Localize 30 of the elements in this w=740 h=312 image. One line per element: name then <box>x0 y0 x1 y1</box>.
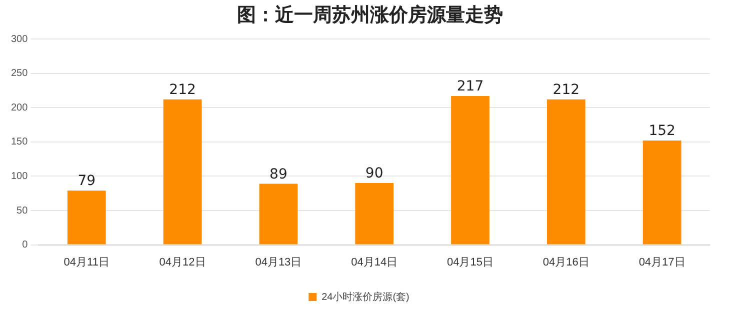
x-tick-label: 04月15日 <box>447 256 494 268</box>
data-label: 212 <box>552 82 580 98</box>
y-tick-label: 200 <box>10 102 28 114</box>
x-tick-label: 04月14日 <box>351 256 398 268</box>
bar <box>642 140 682 244</box>
bar <box>355 183 394 244</box>
y-tick-label: 250 <box>10 68 28 80</box>
y-tick-label: 0 <box>22 240 28 251</box>
data-label: 217 <box>456 78 484 95</box>
bar <box>546 99 586 244</box>
legend-label: 24小时涨价房源(套) <box>322 290 410 303</box>
x-tick-label: 04月11日 <box>64 256 110 268</box>
y-tick-label: 150 <box>10 136 28 148</box>
bar <box>259 184 298 244</box>
data-label: 90 <box>365 166 384 182</box>
x-tick-label: 04月13日 <box>255 256 302 268</box>
bar <box>67 190 106 244</box>
x-tick-label: 04月17日 <box>638 256 686 268</box>
x-tick-label: 04月16日 <box>542 256 590 268</box>
data-label: 79 <box>78 173 96 190</box>
y-tick-label: 300 <box>10 34 28 45</box>
chart-title: 图：近一周苏州涨价房源量走势 <box>236 3 504 28</box>
x-tick-label: 04月12日 <box>159 256 206 268</box>
data-label: 152 <box>648 123 676 140</box>
y-tick-label: 50 <box>16 205 28 216</box>
bar <box>451 96 490 244</box>
y-tick-label: 100 <box>10 170 28 182</box>
bar <box>163 99 202 244</box>
data-label: 212 <box>169 82 196 98</box>
data-label: 89 <box>270 166 288 182</box>
